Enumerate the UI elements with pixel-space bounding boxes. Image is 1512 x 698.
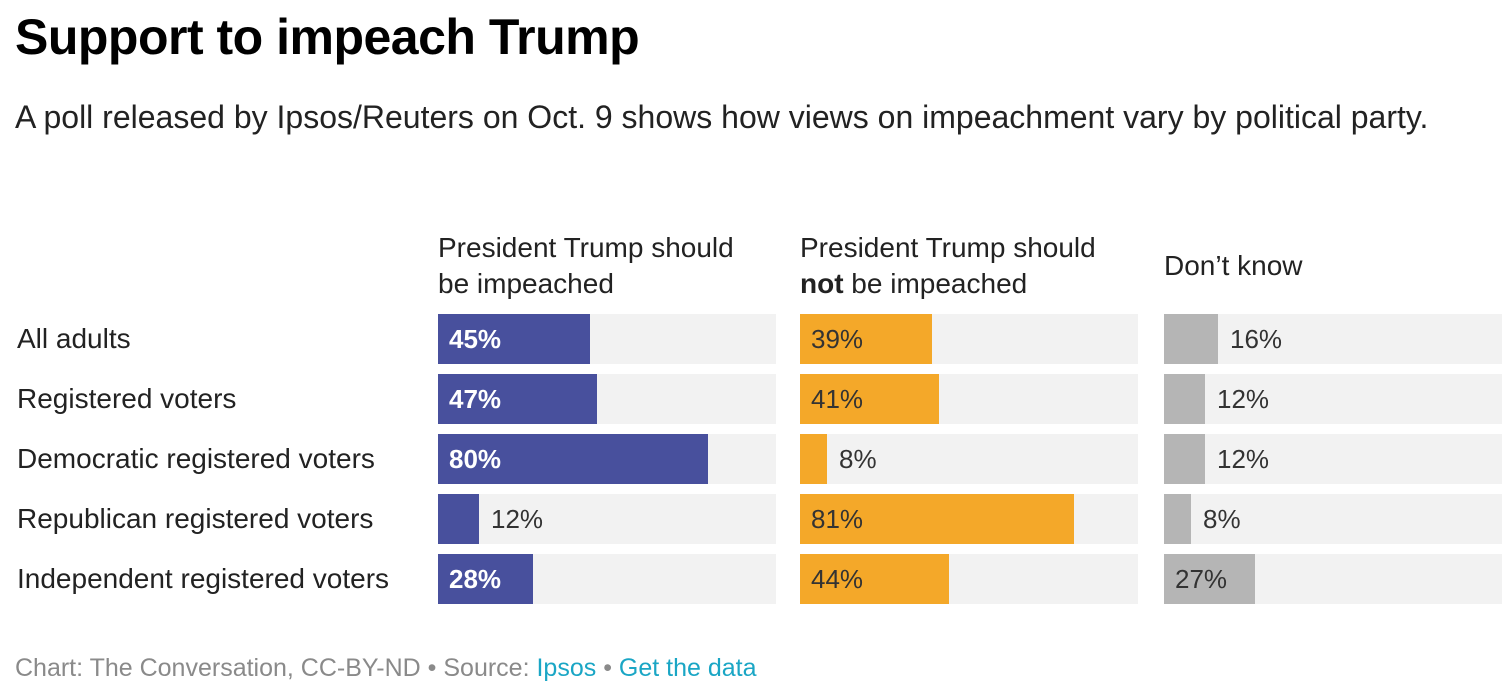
data-label: 80% — [449, 444, 502, 474]
bar-track: 44% — [800, 554, 1138, 604]
column-header-emphasis: not — [800, 268, 844, 299]
data-label: 28% — [449, 564, 502, 594]
bar — [800, 374, 939, 424]
data-label: 16% — [1230, 324, 1283, 354]
bar-track: 16% — [1164, 314, 1502, 364]
data-label: 12% — [1217, 444, 1270, 474]
bar-track: 39% — [800, 314, 1138, 364]
row-label: All adults — [17, 323, 131, 354]
data-label: 12% — [491, 504, 544, 534]
chart-subtitle: A poll released by Ipsos/Reuters on Oct.… — [15, 99, 1429, 135]
column-header-line1: President Trump should — [800, 232, 1096, 263]
bar — [1164, 554, 1255, 604]
source-link[interactable]: Ipsos — [536, 654, 597, 682]
bar — [438, 314, 590, 364]
separator: • — [596, 654, 619, 682]
bar-track: 28% — [438, 554, 776, 604]
column-header-line2: not be impeached — [800, 268, 1028, 299]
bar — [800, 554, 949, 604]
chart-footer: Chart: The Conversation, CC-BY-ND • Sour… — [15, 654, 757, 683]
row-label: Independent registered voters — [17, 563, 390, 594]
data-label: 47% — [449, 384, 502, 414]
column-header-impeach: President Trump should be impeached — [438, 228, 778, 302]
column-header-line2: be impeached — [438, 268, 614, 299]
bar-track: 12% — [1164, 374, 1502, 424]
bar — [1164, 374, 1205, 424]
bar — [1164, 314, 1218, 364]
bar-track: 80% — [438, 434, 776, 484]
data-label: 8% — [1203, 504, 1241, 534]
get-data-link[interactable]: Get the data — [618, 654, 757, 682]
row-label: Registered voters — [17, 383, 237, 414]
bar — [800, 314, 932, 364]
bar-track: 41% — [800, 374, 1138, 424]
data-label: 27% — [1175, 564, 1228, 594]
data-label: 81% — [811, 504, 864, 534]
column-header-line2: Don’t know — [1164, 250, 1303, 281]
bar — [438, 554, 533, 604]
source-prefix: Source: — [443, 654, 537, 682]
bar — [1164, 434, 1205, 484]
bar-track: 8% — [1164, 494, 1502, 544]
column-header-dont-know: Don’t know — [1164, 228, 1504, 284]
row-label: Democratic registered voters — [17, 443, 375, 474]
bar — [1164, 494, 1191, 544]
data-label: 45% — [449, 324, 502, 354]
bar-track: 12% — [438, 494, 776, 544]
data-label: 12% — [1217, 384, 1270, 414]
bar — [800, 494, 1074, 544]
bar-track: 47% — [438, 374, 776, 424]
credit-text: Chart: The Conversation, CC-BY-ND — [15, 654, 421, 682]
column-header-line1: President Trump should — [438, 232, 734, 263]
bar — [438, 494, 479, 544]
separator: • — [420, 654, 444, 682]
row-label: Republican registered voters — [17, 503, 374, 534]
data-label: 8% — [839, 444, 877, 474]
data-label: 41% — [811, 384, 864, 414]
data-label: 39% — [811, 324, 864, 354]
bar — [438, 374, 597, 424]
bar-track: 12% — [1164, 434, 1502, 484]
bar-track: 45% — [438, 314, 776, 364]
column-header-not-impeach: President Trump should not be impeached — [800, 228, 1140, 302]
chart-title: Support to impeach Trump — [15, 9, 640, 65]
data-label: 44% — [811, 564, 864, 594]
bar — [438, 434, 708, 484]
bar-track: 8% — [800, 434, 1138, 484]
bar — [800, 434, 827, 484]
bar-track: 81% — [800, 494, 1138, 544]
bar-track: 27% — [1164, 554, 1502, 604]
